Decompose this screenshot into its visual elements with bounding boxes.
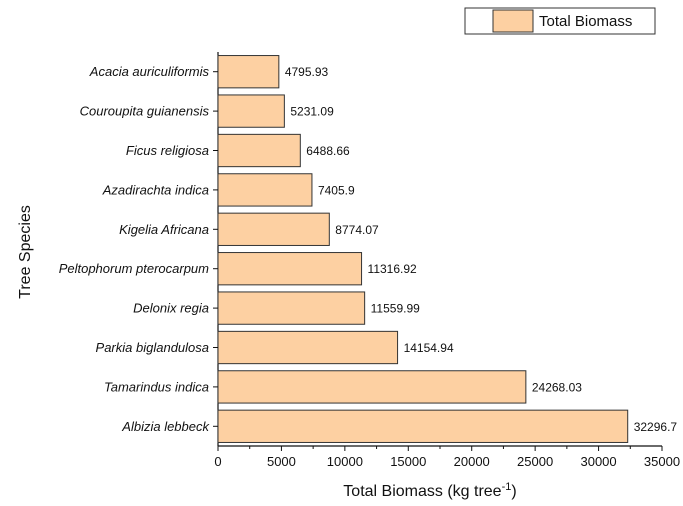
bar-parkia-biglandulosa <box>217 330 399 365</box>
x-tick-label: 30000 <box>580 454 616 469</box>
category-label: Peltophorum pterocarpum <box>59 261 209 276</box>
bar-value-label: 14154.94 <box>404 341 454 355</box>
bar-value-label: 8774.07 <box>335 223 379 237</box>
category-label: Couroupita guianensis <box>80 104 210 119</box>
x-tick-label: 20000 <box>454 454 490 469</box>
x-tick-label: 35000 <box>644 454 680 469</box>
category-label: Albizia lebbeck <box>121 419 210 434</box>
legend-swatch <box>492 9 534 33</box>
category-label: Kigelia Africana <box>119 222 209 237</box>
y-axis-title: Tree Species <box>17 205 34 299</box>
bar-albizia-lebbeck <box>217 409 629 443</box>
bar-ficus-religiosa <box>217 133 301 168</box>
plot-area: Acacia auriculiformis 4795.93 Couroupita g… <box>59 52 680 469</box>
x-axis-title: Total Biomass (kg tree-1) <box>343 481 516 500</box>
bar-tamarindus-indica <box>217 370 527 404</box>
bar-value-label: 5231.09 <box>290 105 334 119</box>
bar-azadirachta-indica <box>217 173 313 207</box>
bar-value-label: 11559.99 <box>371 302 420 316</box>
bar-value-label: 32296.7 <box>634 420 678 434</box>
bar-value-label: 6488.66 <box>306 144 350 158</box>
x-tick-label: 15000 <box>390 454 426 469</box>
bar-value-label: 4795.93 <box>285 65 329 79</box>
bar-value-label: 24268.03 <box>532 380 582 394</box>
bar-kigelia-africana <box>217 212 330 246</box>
x-tick-label: 0 <box>214 454 221 469</box>
category-label: Azadirachta indica <box>102 182 209 197</box>
x-tick-label: 5000 <box>267 454 296 469</box>
category-label: Parkia biglandulosa <box>96 340 209 355</box>
category-label: Tamarindus indica <box>104 379 209 394</box>
bar-peltophorum-pterocarpum <box>217 252 363 286</box>
bar-delonix-regia <box>217 291 366 325</box>
legend: Total Biomass <box>464 7 656 35</box>
x-tick-label: 25000 <box>517 454 553 469</box>
bar-couroupita-guianensis <box>217 94 285 128</box>
category-label: Delonix regia <box>133 301 209 316</box>
bar-value-label: 7405.9 <box>318 183 355 197</box>
category-label: Acacia auriculiformis <box>89 64 210 79</box>
x-tick-label: 10000 <box>327 454 363 469</box>
legend-label: Total Biomass <box>539 13 632 30</box>
bar-value-label: 11316.92 <box>368 262 417 276</box>
category-label: Ficus religiosa <box>126 143 209 158</box>
bar-acacia-auriculiformis <box>217 55 280 89</box>
